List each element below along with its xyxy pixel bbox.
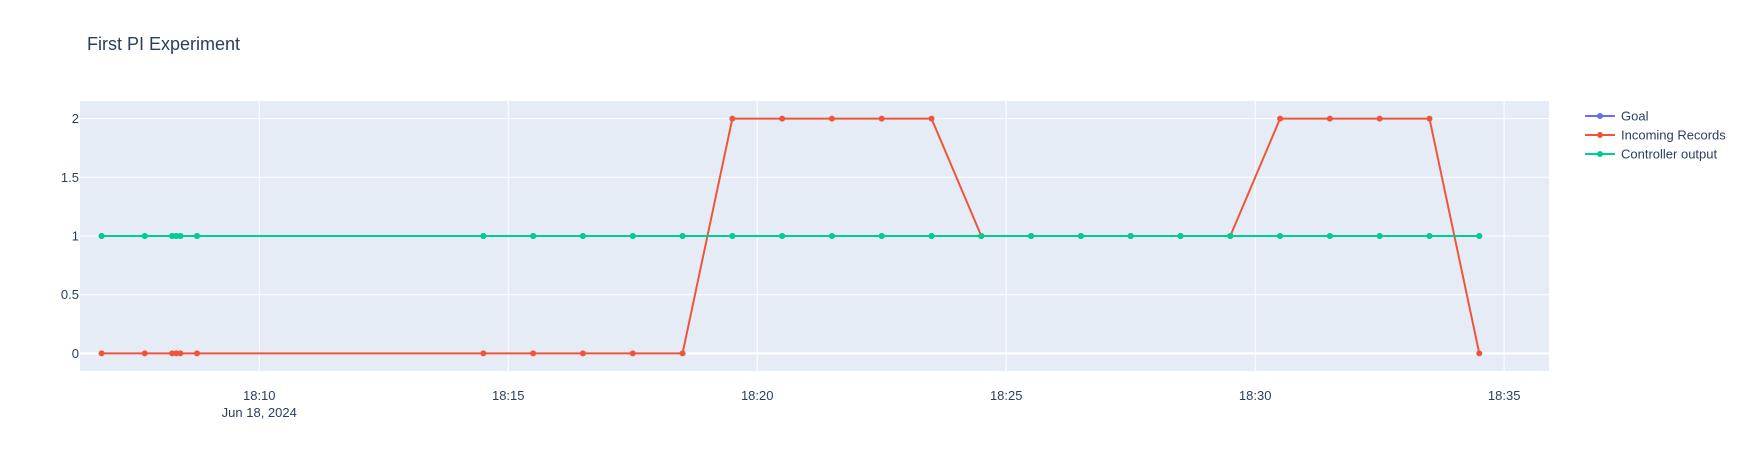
x-tick-label: 18:35	[1488, 388, 1521, 403]
series-controller-output	[98, 233, 1483, 239]
data-point[interactable]	[1277, 233, 1284, 239]
y-tick-label: 1	[72, 229, 79, 244]
data-point[interactable]	[169, 233, 176, 239]
legend[interactable]: Goal Incoming Records Controller output	[1585, 109, 1726, 162]
x-tick-label: 18:30	[1239, 388, 1272, 403]
data-point[interactable]	[828, 233, 835, 239]
data-point[interactable]	[1077, 233, 1084, 239]
y-tick-label: 0	[72, 346, 79, 361]
data-point[interactable]	[1326, 115, 1333, 122]
data-point[interactable]	[1227, 233, 1234, 239]
legend-swatch-marker	[1597, 151, 1603, 157]
data-point[interactable]	[173, 350, 180, 357]
data-point[interactable]	[530, 350, 537, 357]
data-point[interactable]	[779, 233, 786, 239]
data-point[interactable]	[579, 233, 586, 239]
data-point[interactable]	[480, 350, 487, 357]
legend-item[interactable]: Goal	[1585, 109, 1649, 124]
legend-label: Incoming Records	[1621, 128, 1726, 143]
x-tick-label: 18:15	[492, 388, 525, 403]
x-tick-label: 18:10	[243, 388, 276, 403]
x-axis-ticks: 18:10 Jun 18, 2024 18:15 18:20 18:25 18:30 18:…	[222, 388, 1521, 420]
legend-swatch-marker	[1597, 113, 1603, 119]
data-point[interactable]	[98, 350, 105, 357]
data-point[interactable]	[177, 350, 184, 357]
data-point[interactable]	[1476, 233, 1483, 239]
data-point[interactable]	[177, 233, 184, 239]
data-point[interactable]	[1376, 115, 1383, 122]
legend-item[interactable]: Incoming Records	[1585, 128, 1726, 143]
y-tick-label: 2	[72, 111, 79, 126]
chart-title: First PI Experiment	[87, 34, 240, 54]
data-point[interactable]	[629, 233, 636, 239]
data-point[interactable]	[1476, 350, 1483, 357]
data-point[interactable]	[878, 233, 885, 239]
data-point[interactable]	[729, 233, 736, 239]
data-point[interactable]	[141, 233, 148, 239]
legend-swatch-marker	[1597, 132, 1603, 138]
data-point[interactable]	[729, 115, 736, 122]
data-point[interactable]	[1127, 233, 1134, 239]
series-layer	[98, 115, 1483, 357]
x-tick-label: 18:20	[741, 388, 774, 403]
data-point[interactable]	[679, 233, 686, 239]
data-point[interactable]	[480, 233, 487, 239]
y-axis-ticks: 0 0.5 1 1.5 2	[61, 111, 79, 361]
data-point[interactable]	[978, 233, 985, 239]
data-point[interactable]	[828, 115, 835, 122]
data-point[interactable]	[141, 350, 148, 357]
data-point[interactable]	[194, 233, 201, 239]
data-point[interactable]	[98, 233, 105, 239]
data-point[interactable]	[530, 233, 537, 239]
data-point[interactable]	[878, 115, 885, 122]
data-point[interactable]	[169, 350, 176, 357]
y-tick-label: 0.5	[61, 287, 79, 302]
data-point[interactable]	[1426, 115, 1433, 122]
data-point[interactable]	[579, 350, 586, 357]
data-point[interactable]	[629, 350, 636, 357]
y-tick-label: 1.5	[61, 170, 79, 185]
legend-label: Goal	[1621, 109, 1649, 124]
data-point[interactable]	[779, 115, 786, 122]
legend-item[interactable]: Controller output	[1585, 147, 1717, 162]
data-point[interactable]	[173, 233, 180, 239]
data-point[interactable]	[928, 115, 935, 122]
data-point[interactable]	[1028, 233, 1035, 239]
data-point[interactable]	[1277, 115, 1284, 122]
x-tick-sublabel: Jun 18, 2024	[222, 405, 297, 420]
data-point[interactable]	[194, 350, 201, 357]
legend-label: Controller output	[1621, 147, 1717, 162]
data-point[interactable]	[1426, 233, 1433, 239]
x-tick-label: 18:25	[990, 388, 1023, 403]
data-point[interactable]	[679, 350, 686, 357]
data-point[interactable]	[928, 233, 935, 239]
data-point[interactable]	[1326, 233, 1333, 239]
data-point[interactable]	[1376, 233, 1383, 239]
data-point[interactable]	[1177, 233, 1184, 239]
